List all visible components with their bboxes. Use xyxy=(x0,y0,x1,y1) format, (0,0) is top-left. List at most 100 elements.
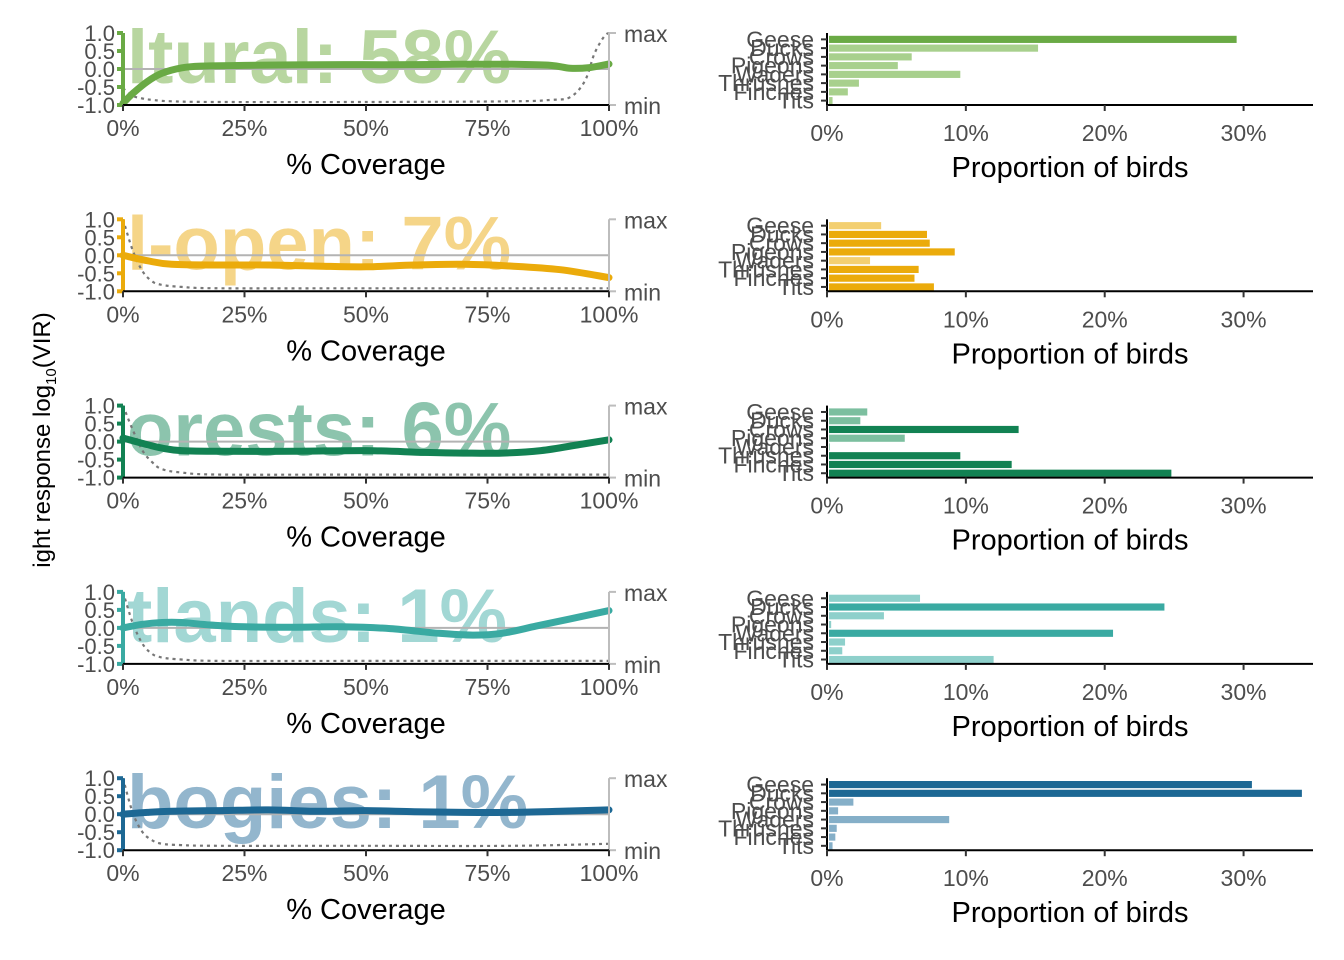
panel-watermark-label: tlands: 1% xyxy=(127,574,507,659)
category-label: Waders xyxy=(736,807,814,833)
x-tick-label: 30% xyxy=(1221,493,1267,519)
bar-waders xyxy=(829,443,830,451)
x-tick-label: 0% xyxy=(106,674,139,700)
panel-watermark-label: bogies: 1% xyxy=(127,760,528,845)
category-label: Crows xyxy=(749,603,814,629)
x-tick-label: 10% xyxy=(943,865,989,891)
x-tick-label: 0% xyxy=(106,301,139,327)
y-tick-label: -0.5 xyxy=(77,75,115,100)
category-label: Geese xyxy=(746,26,814,52)
x-tick-label: 10% xyxy=(943,306,989,332)
x-axis-title: Proportion of birds xyxy=(952,525,1189,557)
bar-crows xyxy=(829,53,912,61)
secondary-axis-max-label: max xyxy=(624,766,668,792)
category-label: Pigeons xyxy=(731,425,814,451)
y-tick-label: -1.0 xyxy=(77,652,115,677)
x-tick-label: 0% xyxy=(106,115,139,141)
y-tick-label: 1.0 xyxy=(84,394,115,419)
bar-tits xyxy=(829,97,833,105)
y-tick-label: -1.0 xyxy=(77,466,115,491)
x-axis-title: % Coverage xyxy=(286,149,446,181)
y-tick-label: 1.0 xyxy=(84,21,115,46)
x-tick-label: 10% xyxy=(943,493,989,519)
bar-geese xyxy=(829,781,1252,789)
x-tick-label: 0% xyxy=(810,493,843,519)
bar-ducks xyxy=(829,603,1165,611)
x-tick-label: 25% xyxy=(221,860,267,886)
response-line xyxy=(119,60,613,107)
y-tick-label: 1.0 xyxy=(84,766,115,791)
category-label: Thrushes xyxy=(718,256,814,282)
x-tick-label: 75% xyxy=(464,301,510,327)
x-tick-label: 30% xyxy=(1221,865,1267,891)
x-tick-label: 10% xyxy=(943,120,989,146)
category-label: Waders xyxy=(736,248,814,274)
category-label: Thrushes xyxy=(718,815,814,841)
bar-finches xyxy=(829,833,836,841)
coverage-density-line xyxy=(122,32,610,104)
category-label: Tits xyxy=(778,833,814,859)
y-tick-label: -0.5 xyxy=(77,634,115,659)
bar-tits xyxy=(829,469,1172,477)
category-label: Finches xyxy=(733,451,814,477)
category-label: Geese xyxy=(746,585,814,611)
bar-geese xyxy=(829,222,882,230)
x-tick-label: 50% xyxy=(343,301,389,327)
bar-finches xyxy=(829,274,915,282)
bar-tits xyxy=(829,842,833,850)
bar-pigeons xyxy=(829,248,955,256)
category-label: Pigeons xyxy=(731,239,814,265)
bar-thrushes xyxy=(829,265,919,273)
x-tick-label: 30% xyxy=(1221,679,1267,705)
bar-ducks xyxy=(829,44,1039,52)
category-label: Tits xyxy=(778,460,814,486)
category-label: Geese xyxy=(746,213,814,239)
x-axis-title: Proportion of birds xyxy=(952,897,1189,929)
panel-watermark-label: ltural: 58% xyxy=(127,15,511,100)
category-label: Ducks xyxy=(750,221,814,247)
bar-geese xyxy=(829,594,921,602)
bar-pigeons xyxy=(829,807,839,815)
bar-waders xyxy=(829,257,871,265)
bird-proportion-panel-4: GeeseDucksCrowsPigeonsWadersThrushesFinc… xyxy=(718,585,1313,743)
bar-crows xyxy=(829,425,1019,434)
y-tick-label: -1.0 xyxy=(77,279,115,304)
response-line xyxy=(119,806,613,818)
bar-crows xyxy=(829,798,854,806)
category-label: Finches xyxy=(733,265,814,291)
category-label: Pigeons xyxy=(731,53,814,79)
secondary-axis-max-label: max xyxy=(624,207,668,233)
bird-proportion-panel-3: GeeseDucksCrowsPigeonsWadersThrushesFinc… xyxy=(718,399,1313,557)
x-tick-label: 0% xyxy=(106,488,139,514)
coverage-density-line xyxy=(121,218,609,290)
secondary-axis-min-label: min xyxy=(624,652,661,678)
category-label: Ducks xyxy=(750,408,814,434)
x-axis-title: % Coverage xyxy=(286,522,446,554)
x-tick-label: 0% xyxy=(810,679,843,705)
bar-tits xyxy=(829,655,994,664)
category-label: Waders xyxy=(736,620,814,646)
x-axis-title: Proportion of birds xyxy=(952,711,1189,743)
x-tick-label: 100% xyxy=(580,488,639,514)
x-tick-label: 25% xyxy=(221,115,267,141)
y-tick-label: -0.5 xyxy=(77,820,115,845)
x-tick-label: 30% xyxy=(1221,120,1267,146)
bar-waders xyxy=(829,70,961,78)
category-label: Ducks xyxy=(750,780,814,806)
x-tick-label: 0% xyxy=(106,860,139,886)
secondary-axis-min-label: min xyxy=(624,466,661,492)
panel-watermark-label: orests: 6% xyxy=(127,388,511,473)
coverage-density-line xyxy=(121,405,609,476)
bar-thrushes xyxy=(829,79,859,87)
y-tick-label: -0.5 xyxy=(77,261,115,286)
y-tick-label: 1.0 xyxy=(84,580,115,605)
x-tick-label: 50% xyxy=(343,674,389,700)
bar-pigeons xyxy=(829,620,832,629)
bar-waders xyxy=(829,629,1114,637)
bar-crows xyxy=(829,239,930,247)
secondary-axis-max-label: max xyxy=(624,21,668,47)
x-tick-label: 20% xyxy=(1082,120,1128,146)
category-label: Crows xyxy=(749,789,814,815)
